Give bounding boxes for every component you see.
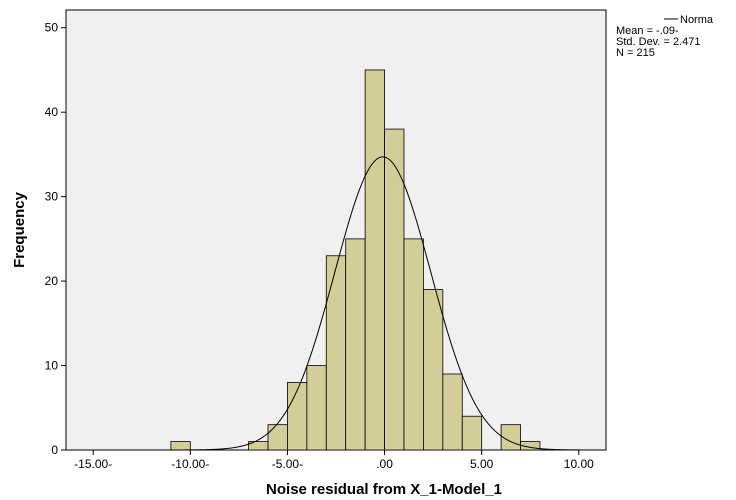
bar	[306, 365, 327, 451]
bar	[325, 255, 347, 451]
y-tick-label: 40	[45, 105, 59, 119]
x-tick-label: 5.00	[470, 457, 494, 471]
bar	[287, 382, 308, 451]
bar	[364, 69, 385, 451]
x-tick-label: 10.00	[564, 457, 594, 471]
stat-sd: Std. Dev. = 2.471	[616, 36, 701, 48]
x-tick-label: -5.00-	[272, 457, 303, 471]
y-axis-label: Frequency	[11, 191, 28, 268]
bar	[520, 441, 541, 451]
y-tick-label: 30	[45, 190, 59, 204]
stat-n: N = 215	[616, 47, 655, 59]
y-tick-label: 0	[51, 443, 58, 457]
legend-label: Norma	[680, 14, 714, 26]
x-tick-label: -15.00-	[74, 457, 112, 471]
bar	[442, 373, 463, 451]
y-tick-label: 50	[45, 21, 59, 35]
bar	[267, 424, 288, 451]
x-tick-label: .00	[376, 457, 393, 471]
y-tick-label: 20	[45, 274, 59, 288]
bar	[170, 441, 191, 451]
bar	[423, 289, 444, 451]
bar	[345, 238, 366, 451]
bar	[403, 238, 424, 451]
y-tick-label: 10	[45, 359, 59, 373]
stat-mean: Mean = -.09-	[616, 25, 679, 37]
x-axis-label: Noise residual from X_1-Model_1	[266, 481, 502, 498]
bar	[461, 415, 483, 451]
normal-curve	[66, 156, 606, 451]
x-tick-label: -10.00-	[171, 457, 209, 471]
